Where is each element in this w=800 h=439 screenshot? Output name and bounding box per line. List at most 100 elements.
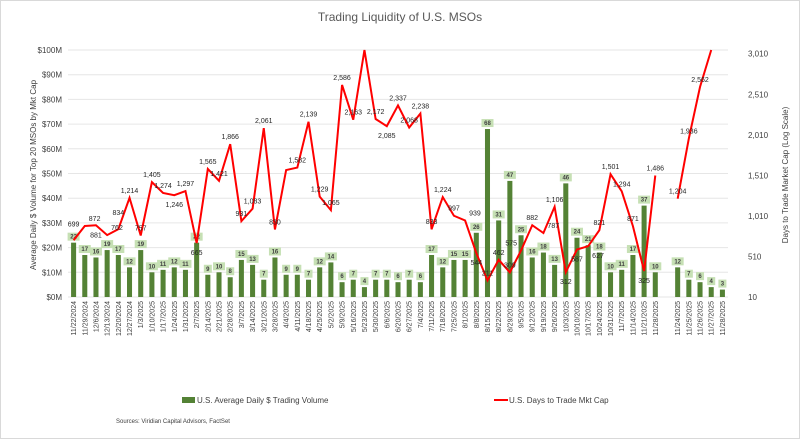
x-tick-label: 2/14/2025 [205,301,212,332]
bar-value-label: 4 [363,279,367,285]
bar [429,255,435,297]
bar-value-label: 10 [216,264,223,270]
line-path [676,49,713,199]
x-tick-label: 9/12/2025 [530,301,537,332]
bar-value-label: 17 [428,247,435,253]
bar-value-label: 4 [710,279,714,285]
bar-label-bg [559,173,572,182]
line-value-label: 1,106 [546,197,564,204]
line-value-label: 1,486 [647,165,665,172]
y-axis-title: Average Daily $ Volume for Top 20 MSOs b… [29,79,38,270]
x-tick-label: 11/26/2025 [698,301,705,336]
line-value-label: 1,936 [680,128,698,135]
bar [283,274,289,297]
line-value-label: 1,214 [121,188,139,195]
line-value-label: 1,229 [311,187,329,194]
bar-label-bg [537,242,550,251]
bar [115,255,121,297]
x-tick-label: 4/18/2025 [306,301,313,332]
bar-label-bg [718,279,727,288]
line-value-label: 757 [135,225,147,232]
bar [473,232,479,297]
bar-value-label: 8 [229,269,233,275]
y-tick-label: $70M [42,120,62,129]
bar-value-label: 9 [284,267,288,273]
line-value-label: 2,139 [300,112,318,119]
x-axis-labels: 11/22/2024 11/29/2024 12/6/2024 12/13/2024 1… [71,301,727,336]
line-value-label: 1,083 [244,199,262,206]
bar [317,267,323,297]
bar-label-bg [382,269,391,278]
x-tick-label: 1/3/2025 [138,301,145,328]
legend-label-days: U.S. Days to Trade Mkt Cap [509,396,609,405]
bar [250,264,256,297]
gridlines [68,49,728,298]
bar [339,282,345,297]
bar-value-label: 12 [316,259,323,265]
x-tick-label: 7/25/2025 [451,301,458,332]
bar-value-label: 17 [630,247,637,253]
legend-label-volume: U.S. Average Daily $ Trading Volume [197,396,329,405]
line-value-label: 2,562 [691,77,709,84]
line-value-label: 1,224 [434,187,452,194]
x-tick-label: 11/22/2024 [71,301,78,336]
bar-label-bg [101,240,114,249]
bar-value-label: 11 [182,262,189,268]
line-value-label: 2,172 [367,109,385,116]
line-value-label: 1,297 [177,181,195,188]
bar-label-bg [134,240,147,249]
y-tick-label: $100M [38,46,63,55]
line-value-label: 1,274 [154,183,172,190]
bar-value-label: 7 [374,272,378,278]
bar-label-bg [626,245,639,254]
bar [205,274,211,297]
bar [104,250,110,297]
line-value-label: 587 [571,256,583,263]
bar [350,279,356,297]
bar-value-label: 25 [518,227,525,233]
y2-tick-label: 2,010 [748,131,769,140]
bar [608,272,614,297]
bar [686,279,692,297]
y2-tick-label: 510 [748,252,762,261]
x-tick-label: 11/29/2024 [82,301,89,336]
line-value-label: 309 [504,262,516,269]
bar [552,264,558,297]
bar-value-label: 3 [721,282,725,288]
y-axis-left: $0M $10M $20M $30M $40M $50M $60M $70M $80M $90M $… [38,46,63,302]
bar [227,277,233,297]
bar-label-bg [203,264,212,273]
line-value-label: 931 [236,211,248,218]
x-tick-label: 4/11/2025 [295,301,302,332]
bar [697,282,703,297]
bar [138,250,144,297]
bar-value-label: 13 [249,257,256,263]
x-tick-label: 11/27/2025 [709,301,716,336]
bar-label-bg [145,262,158,271]
x-tick-label: 4/4/2025 [284,301,291,328]
bar [182,269,188,297]
line-value-label: 462 [493,250,505,257]
bar [708,287,714,297]
x-tick-label: 2/7/2025 [194,301,201,328]
x-tick-label: 9/19/2025 [541,301,548,332]
line-value-label: 325 [638,278,650,285]
line-value-label: 872 [89,216,101,223]
bar [652,272,658,297]
x-tick-label: 4/25/2025 [317,301,324,332]
bar-value-label: 16 [93,249,100,255]
bar-label-bg [671,257,684,266]
x-tick-label: 11/28/2025 [720,301,727,336]
bar-label-bg [157,259,170,268]
bar-value-label: 10 [607,264,614,270]
x-tick-label: 5/2/2025 [328,301,335,328]
x-tick-label: 11/28/2025 [653,301,660,336]
bar-value-label: 21 [585,237,592,243]
bar [216,272,222,297]
x-tick-label: 1/10/2025 [149,301,156,332]
bar [563,183,569,297]
bar-label-bg [349,269,358,278]
bar-value-label: 19 [104,242,111,248]
bar-value-label: 22 [70,235,77,241]
bar [484,129,491,297]
